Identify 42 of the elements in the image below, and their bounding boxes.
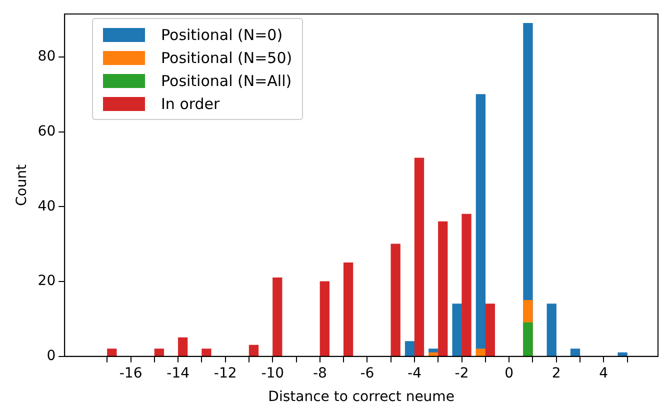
- bar: [178, 337, 188, 356]
- bar: [154, 348, 164, 356]
- y-axis-title: Count: [14, 164, 30, 206]
- bar: [570, 348, 580, 356]
- bar: [523, 322, 533, 356]
- bar: [485, 304, 495, 356]
- x-tick-label: 0: [504, 365, 514, 382]
- bar: [414, 158, 424, 356]
- bar: [202, 348, 212, 356]
- legend-label: In order: [161, 94, 220, 112]
- x-tick-label: -10: [261, 365, 284, 382]
- bar: [320, 281, 330, 356]
- bar: [248, 344, 259, 356]
- bar: [390, 244, 400, 356]
- x-tick-label: -14: [166, 365, 190, 382]
- legend-label: Positional (N=50): [161, 48, 292, 66]
- y-tick-label: 80: [38, 48, 56, 65]
- x-tick-label: 2: [552, 365, 561, 382]
- x-tick-label: -4: [408, 365, 422, 382]
- bar: [546, 304, 556, 356]
- bar: [404, 341, 415, 356]
- bar: [343, 262, 354, 356]
- bar: [462, 214, 472, 356]
- x-tick-label: -2: [454, 365, 469, 382]
- y-tick-label: 60: [38, 124, 56, 140]
- bar: [107, 348, 117, 356]
- x-tick-label: -6: [360, 365, 374, 382]
- x-tick-label: -8: [312, 365, 327, 382]
- legend-label: Positional (N=0): [161, 26, 283, 44]
- x-axis-title: Distance to correct neume: [268, 389, 454, 406]
- bar: [272, 277, 282, 356]
- y-tick-label: 20: [38, 273, 56, 290]
- x-tick-label: -16: [119, 365, 142, 382]
- y-tick-label: 40: [38, 198, 56, 214]
- bar: [476, 348, 486, 356]
- x-tick-label: -12: [214, 365, 237, 382]
- bar: [452, 304, 462, 356]
- bar: [618, 352, 628, 356]
- x-tick-label: 4: [599, 365, 608, 382]
- bar: [438, 221, 448, 356]
- legend-label: Positional (N=All): [161, 72, 292, 90]
- y-tick-label: 0: [46, 348, 56, 364]
